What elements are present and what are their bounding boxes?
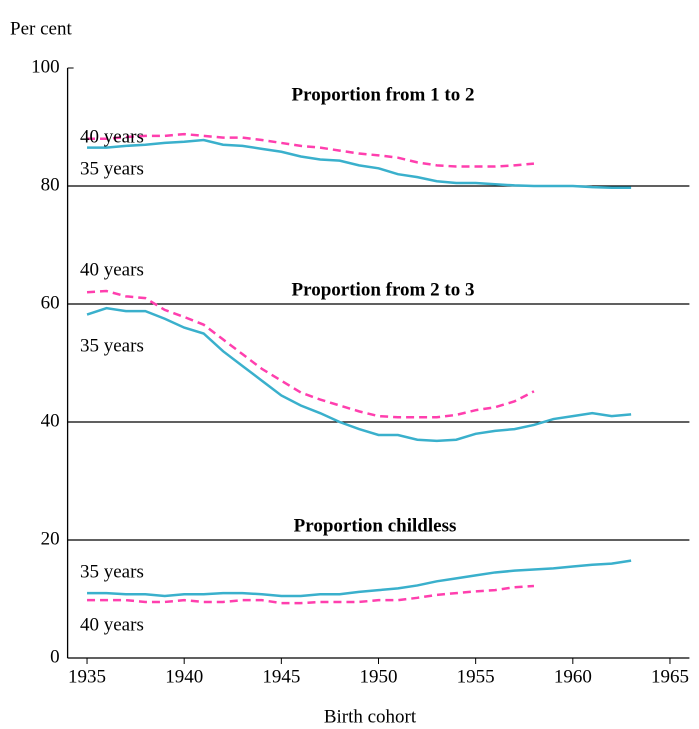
series-line [87, 132, 535, 168]
y-tick-label: 0 [50, 646, 60, 667]
y-axis-label: Per cent [10, 18, 72, 39]
x-tick-label: 1940 [165, 666, 203, 687]
y-tick-label: 40 [41, 410, 60, 431]
series-line [87, 584, 535, 605]
x-tick-label: 1950 [360, 666, 398, 687]
series-label: 40 years [80, 259, 144, 280]
series-line [86, 289, 535, 419]
series-label: 35 years [80, 158, 144, 179]
x-tick-label: 1955 [457, 666, 495, 687]
y-tick-label: 100 [31, 56, 60, 77]
series-line [87, 138, 632, 190]
annotation: Proportion from 2 to 3 [292, 279, 475, 300]
series-label: 40 years [80, 126, 144, 147]
series-line [87, 559, 632, 598]
x-tick-label: 1960 [554, 666, 592, 687]
x-tick-label: 1965 [651, 666, 689, 687]
y-tick-label: 80 [41, 174, 60, 195]
series-label: 35 years [80, 561, 144, 582]
x-tick-label: 1945 [262, 666, 300, 687]
y-tick-label: 20 [41, 528, 60, 549]
series-label: 40 years [80, 614, 144, 635]
x-tick-label: 1935 [68, 666, 106, 687]
annotation: Proportion from 1 to 2 [292, 84, 475, 105]
x-axis-label: Birth cohort [324, 706, 417, 727]
series-line [86, 306, 632, 443]
annotation: Proportion childless [294, 515, 457, 536]
y-tick-label: 60 [41, 292, 60, 313]
series-label: 35 years [80, 335, 144, 356]
